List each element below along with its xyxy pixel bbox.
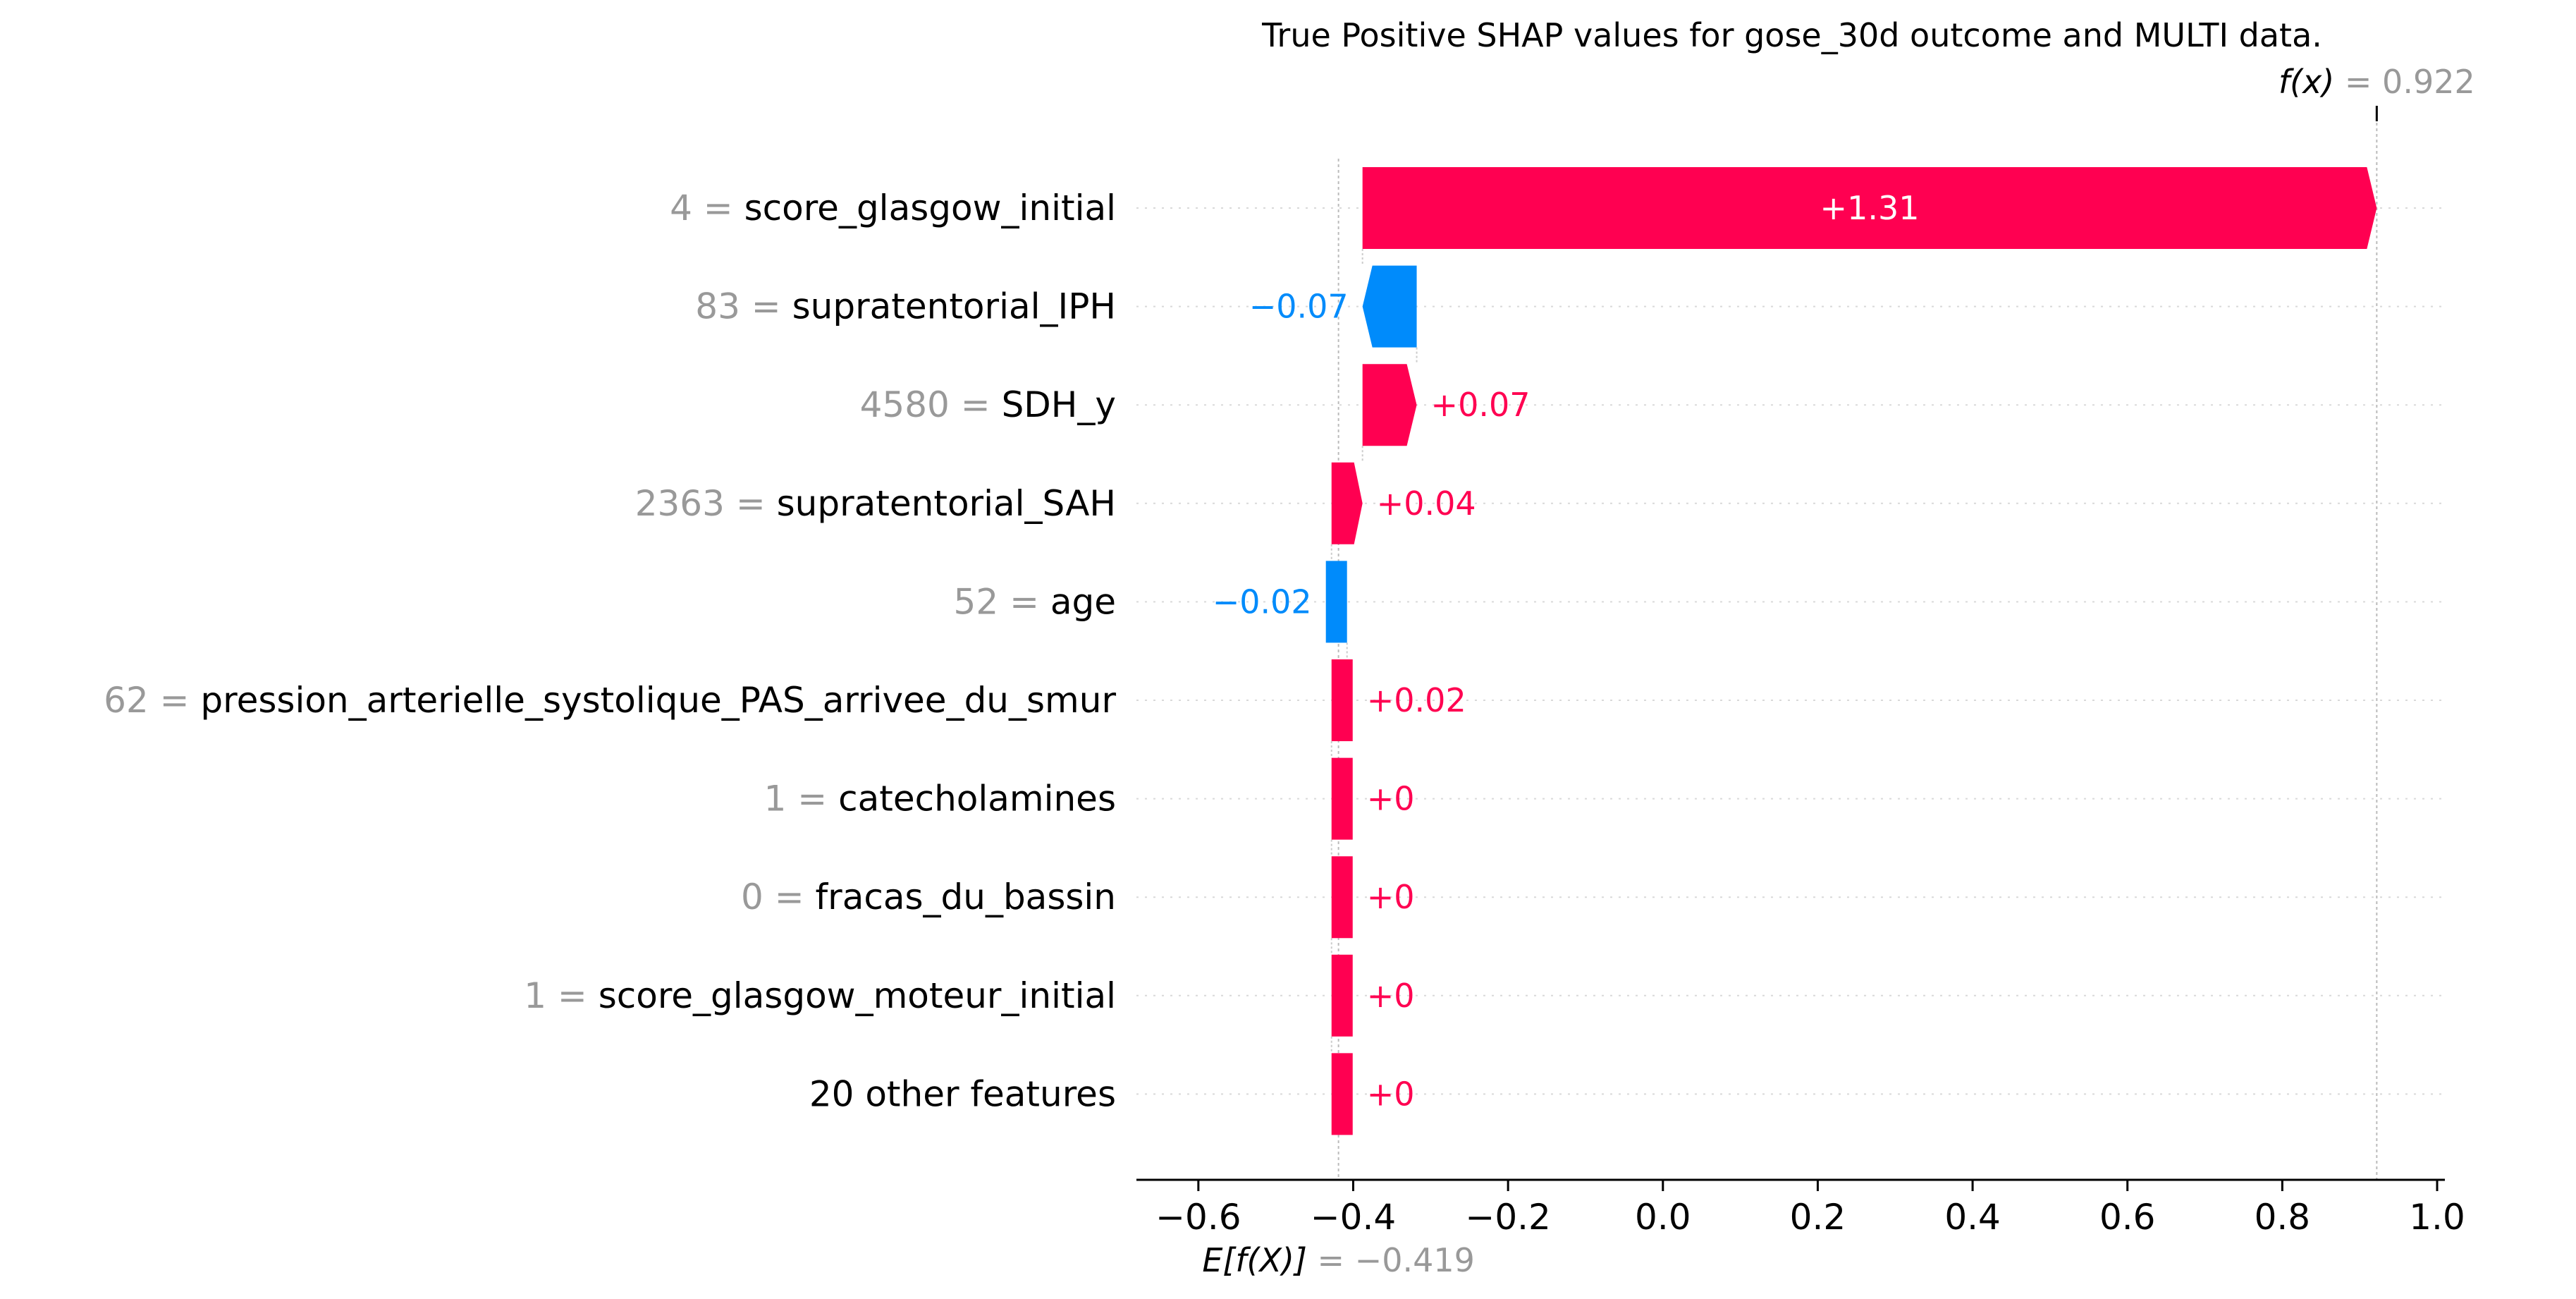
- shap-value-label: +1.31: [1820, 189, 1920, 227]
- feature-name: score_glasgow_initial: [744, 188, 1116, 228]
- shap-bar: [1331, 1053, 1353, 1135]
- x-tick-label: 0.8: [2255, 1197, 2311, 1238]
- feature-value: 1 =: [524, 975, 599, 1016]
- x-tick-label: 1.0: [2409, 1197, 2465, 1238]
- output-value-name: f(x): [2278, 63, 2345, 101]
- shap-value-label: +0.04: [1377, 484, 1476, 523]
- feature-label: 4580 = SDH_y: [860, 384, 1116, 425]
- feature-name: age: [1050, 581, 1116, 622]
- feature-label: 52 = age: [954, 581, 1116, 622]
- feature-label: 0 = fracas_du_bassin: [741, 877, 1116, 917]
- feature-label: 4 = score_glasgow_initial: [670, 188, 1116, 228]
- feature-value: 0 =: [741, 877, 816, 917]
- shap-bar: [1331, 856, 1353, 939]
- shap-bar: [1331, 757, 1353, 840]
- feature-name: supratentorial_SAH: [777, 483, 1116, 524]
- chart-title: True Positive SHAP values for gose_30d o…: [1261, 16, 2322, 54]
- output-value-label: f(x) = 0.922: [2278, 63, 2475, 101]
- feature-label: 83 = supratentorial_IPH: [695, 286, 1116, 327]
- feature-name: 20 other features: [809, 1073, 1116, 1114]
- shap-value-label: −0.02: [1213, 583, 1312, 621]
- shap-bar: [1362, 265, 1417, 348]
- feature-value: 83 =: [695, 286, 792, 327]
- base-value-name: E[f(X)]: [1202, 1241, 1317, 1279]
- shap-value-label: +0: [1367, 878, 1415, 916]
- shap-value-label: +0.07: [1431, 386, 1531, 424]
- reference-labels: E[f(X)] = −0.419 f(x) = 0.922: [1202, 63, 2474, 1279]
- shap-bar: [1362, 167, 2377, 249]
- feature-value: 1 =: [764, 779, 839, 819]
- feature-value: 4 =: [670, 188, 744, 228]
- shap-value-label: +0: [1367, 1075, 1415, 1113]
- output-value-number: = 0.922: [2345, 63, 2475, 101]
- feature-label: 1 = score_glasgow_moteur_initial: [524, 975, 1116, 1016]
- feature-labels: 4 = score_glasgow_initial 83 = supratento…: [104, 188, 1116, 1114]
- shap-value-labels: +1.31 −0.07 +0.07 +0.04 −0.02 +0.02 +0 +0 +0 +0: [1213, 189, 1920, 1113]
- shap-value-label: +0: [1367, 977, 1415, 1015]
- bars: [1325, 167, 2377, 1135]
- shap-value-label: +0.02: [1367, 681, 1466, 719]
- feature-label: 62 = pression_arterielle_systolique_PAS_…: [104, 680, 1116, 721]
- x-tick-label: 0.6: [2099, 1197, 2156, 1238]
- feature-label: 1 = catecholamines: [764, 779, 1116, 819]
- feature-name: supratentorial_IPH: [792, 286, 1116, 327]
- base-value-label: E[f(X)] = −0.419: [1202, 1241, 1475, 1279]
- shap-bar: [1325, 561, 1347, 643]
- shap-value-label: +0: [1367, 780, 1415, 818]
- x-tick-label: −0.6: [1155, 1197, 1241, 1238]
- x-tick-label: 0.4: [1944, 1197, 2001, 1238]
- x-axis: −0.6 −0.4 −0.2 0.0 0.2 0.4 0.6 0.8 1.0: [1136, 106, 2465, 1238]
- x-tick-label: −0.4: [1311, 1197, 1396, 1238]
- feature-name: pression_arterielle_systolique_PAS_arriv…: [200, 680, 1116, 721]
- x-tick-label: 0.2: [1790, 1197, 1846, 1238]
- feature-label: 20 other features: [809, 1073, 1116, 1114]
- shap-value-label: −0.07: [1249, 288, 1349, 326]
- feature-label: 2363 = supratentorial_SAH: [635, 483, 1116, 524]
- shap-bar: [1331, 462, 1363, 544]
- base-value-number: = −0.419: [1318, 1241, 1475, 1279]
- feature-name: catecholamines: [838, 779, 1116, 819]
- feature-name: score_glasgow_moteur_initial: [599, 975, 1116, 1016]
- feature-value: 52 =: [954, 581, 1050, 622]
- shap-bar: [1331, 954, 1353, 1037]
- shap-bar: [1362, 364, 1417, 446]
- feature-name: SDH_y: [1002, 384, 1116, 425]
- feature-value: 4580 =: [860, 384, 1002, 425]
- shap-bar: [1331, 659, 1353, 741]
- feature-value: 62 =: [104, 680, 200, 721]
- x-tick-label: 0.0: [1635, 1197, 1691, 1238]
- feature-name: fracas_du_bassin: [816, 877, 1116, 917]
- x-tick-label: −0.2: [1465, 1197, 1550, 1238]
- feature-value: 2363 =: [635, 483, 777, 524]
